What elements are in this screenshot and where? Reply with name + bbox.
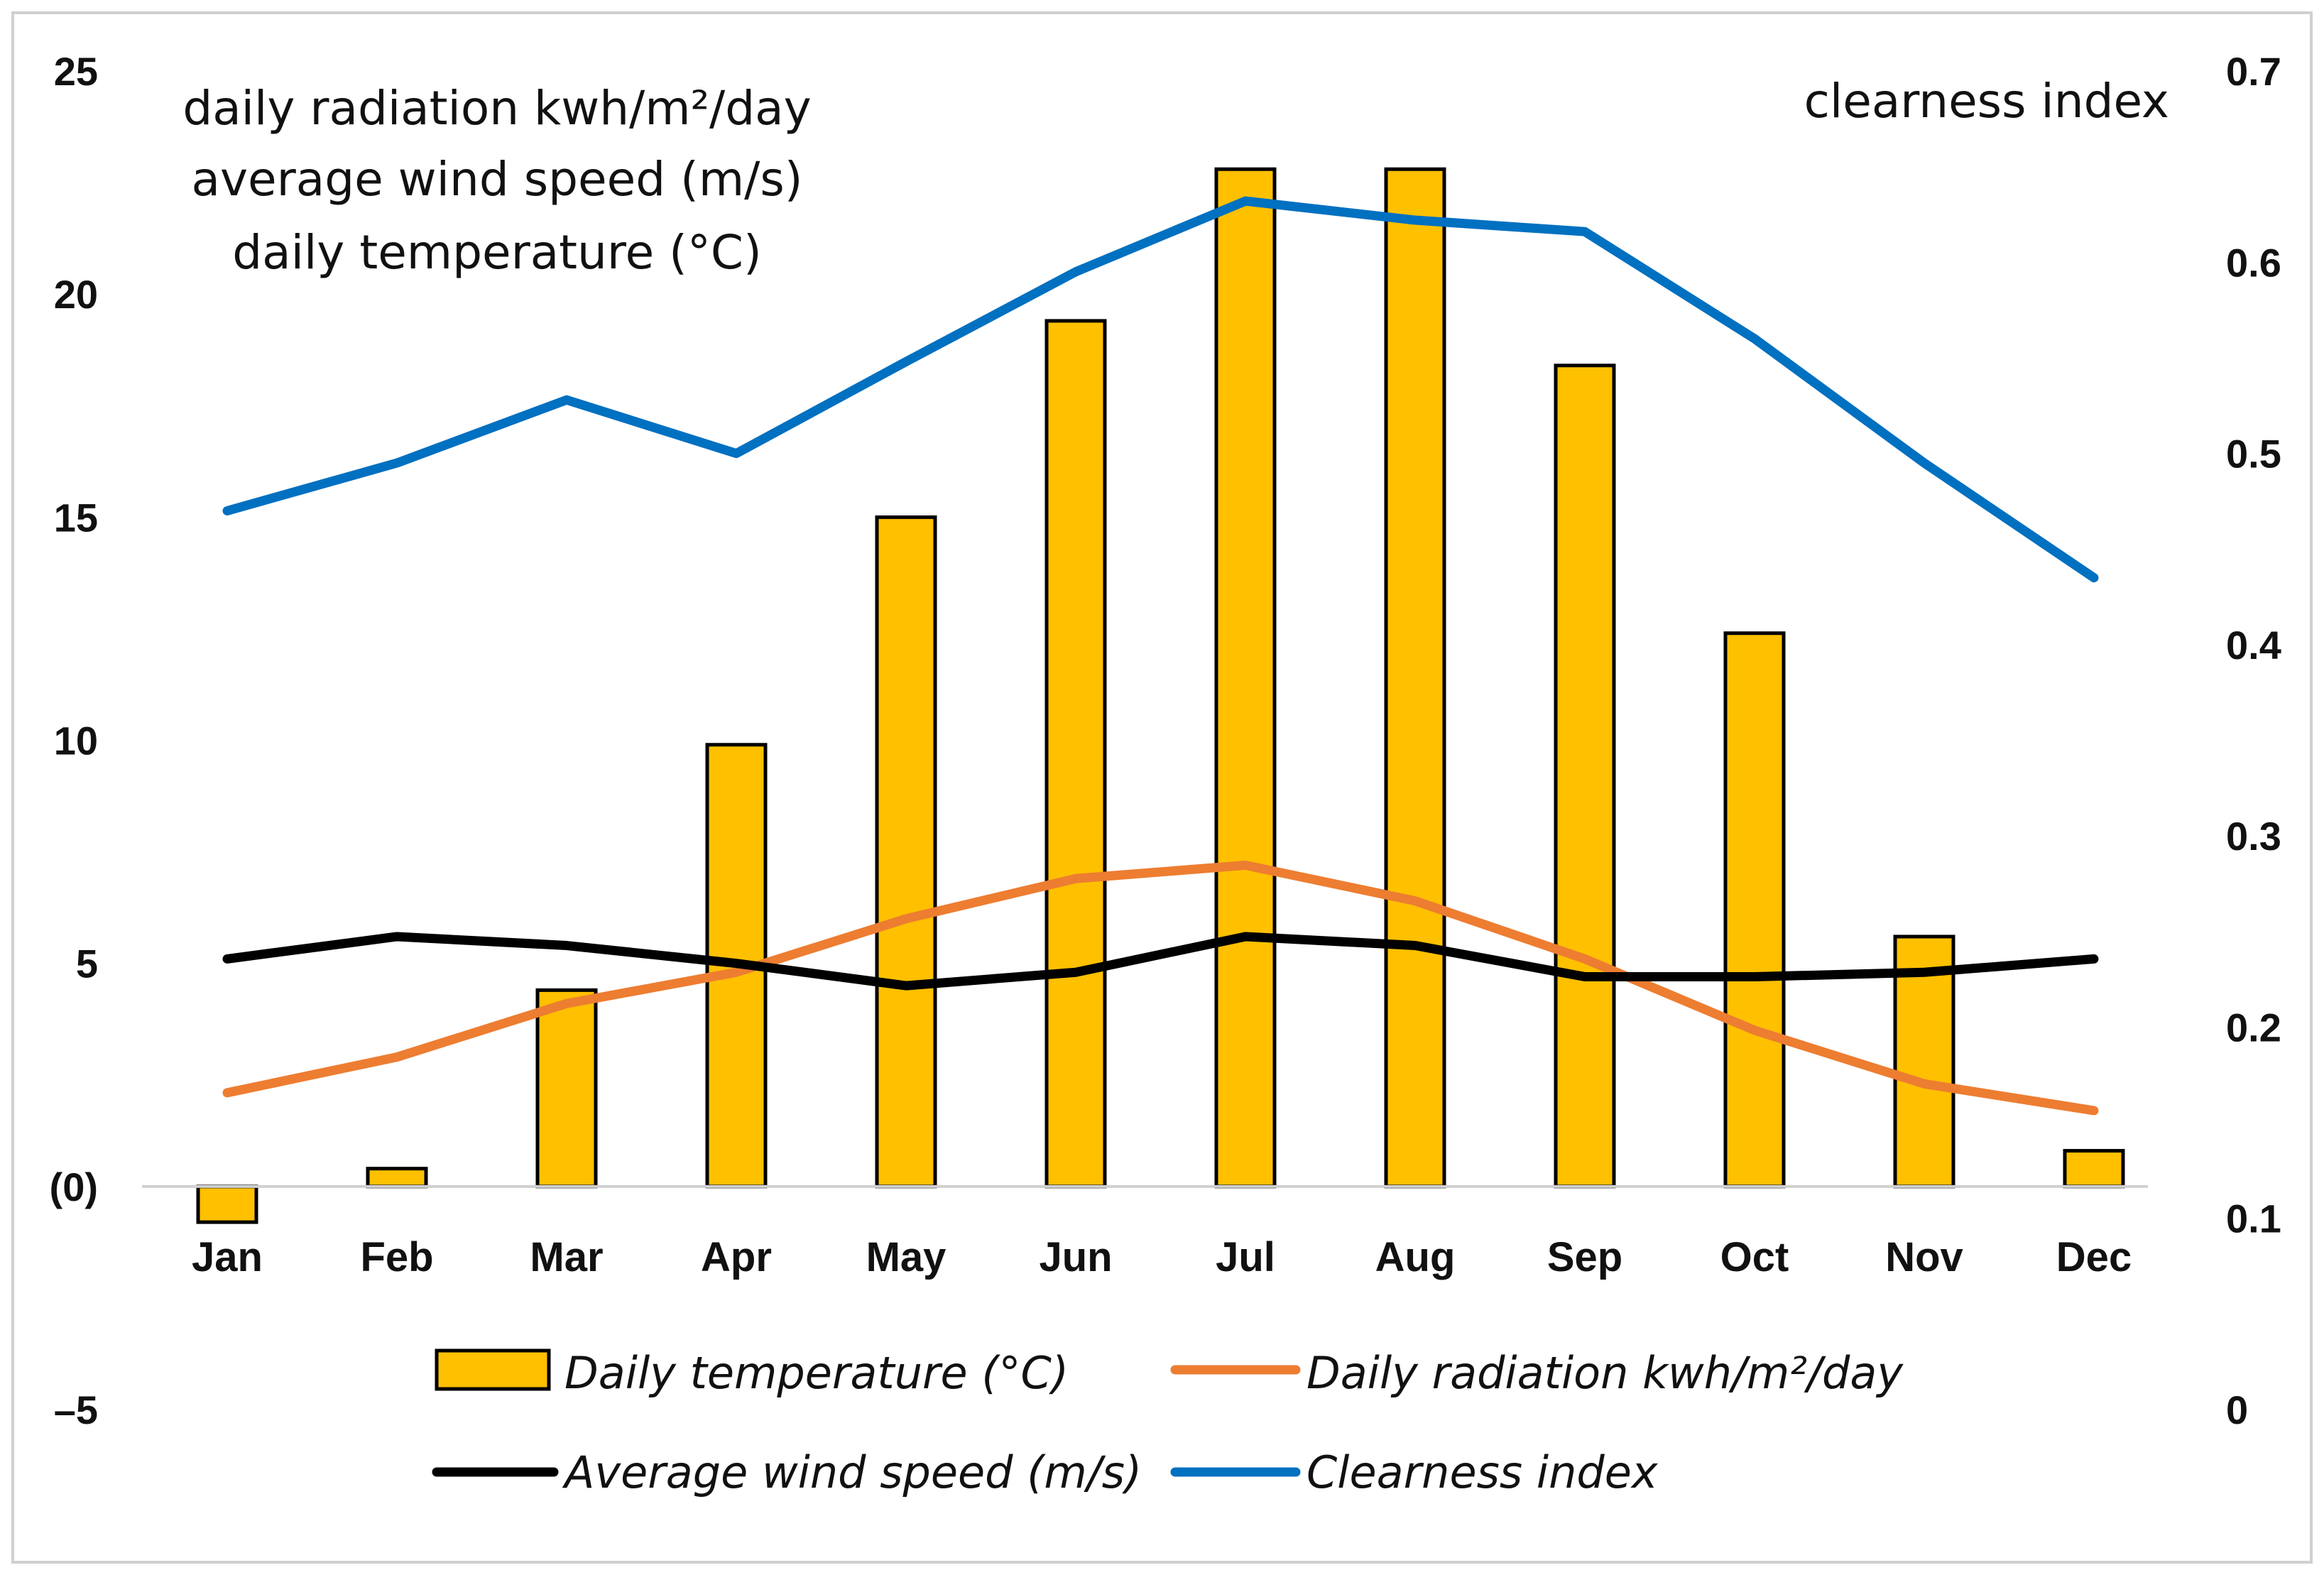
x-tick-label: Aug [1375, 1234, 1456, 1280]
x-tick-label: Oct [1720, 1234, 1789, 1280]
temperature-bar [1384, 167, 1446, 1189]
right-tick-label: 0.6 [2226, 240, 2281, 285]
x-tick-label: Jan [192, 1234, 263, 1280]
x-tick-label: Apr [701, 1234, 772, 1280]
left-axis-title-line-2: average wind speed (m/s) [192, 152, 803, 207]
x-tick-label: Jun [1039, 1234, 1112, 1280]
x-tick-label: May [866, 1234, 946, 1280]
temperature-bar [535, 988, 598, 1189]
temperature-bar [1893, 934, 1955, 1189]
left-tick-label: –5 [54, 1388, 98, 1432]
temperature-bar [366, 1167, 428, 1189]
x-axis-category-labels: Jan Feb Mar Apr May Jun Jul Aug Sep Oct Nov Dec [192, 1234, 2132, 1280]
chart-border [11, 11, 2313, 1564]
temperature-bar [2063, 1149, 2125, 1189]
legend-label-temperature: Daily temperature (°C) [564, 1347, 1069, 1399]
left-tick-label: (0) [50, 1165, 98, 1209]
left-axis-ticks: 25 20 15 10 5 (0) –5 [50, 49, 98, 1432]
x-tick-label: Dec [2056, 1234, 2132, 1280]
left-tick-label: 15 [54, 495, 98, 540]
x-tick-label: Sep [1547, 1234, 1622, 1280]
x-tick-label: Jul [1216, 1234, 1275, 1280]
right-tick-label: 0.1 [2226, 1197, 2281, 1241]
right-axis-title: clearness index [1804, 74, 2169, 129]
temperature-bar [1214, 167, 1277, 1189]
left-axis-title-line-3: daily temperature (°C) [232, 225, 761, 280]
legend-label-clearness: Clearness index [1306, 1446, 1659, 1498]
legend: Daily temperature (°C) Daily radiation k… [432, 1347, 1904, 1498]
right-tick-label: 0 [2226, 1388, 2248, 1432]
temperature-bars [196, 167, 2125, 1224]
wind-speed-line [222, 932, 2099, 991]
clearness-index-line [222, 196, 2099, 583]
left-tick-label: 10 [54, 719, 98, 763]
left-tick-label: 5 [76, 942, 98, 986]
right-tick-label: 0.3 [2226, 814, 2281, 859]
right-tick-label: 0.2 [2226, 1005, 2281, 1050]
radiation-line [222, 860, 2099, 1116]
line-series [222, 196, 2099, 1116]
x-tick-label: Feb [360, 1234, 433, 1280]
right-tick-label: 0.7 [2226, 49, 2281, 94]
legend-swatch-temperature [435, 1348, 551, 1391]
right-axis-ticks: 0.7 0.6 0.5 0.4 0.3 0.2 0.1 0 [2226, 49, 2281, 1432]
temperature-bar [196, 1184, 258, 1224]
left-tick-label: 20 [54, 272, 98, 317]
x-tick-label: Mar [530, 1234, 603, 1280]
temperature-bar [1554, 364, 1616, 1189]
legend-label-radiation: Daily radiation kwh/m²/day [1306, 1347, 1904, 1399]
left-tick-label: 25 [54, 49, 98, 94]
x-tick-label: Nov [1885, 1234, 1963, 1280]
right-tick-label: 0.5 [2226, 432, 2281, 476]
right-tick-label: 0.4 [2226, 623, 2281, 667]
temperature-bar [875, 515, 937, 1189]
legend-label-wind: Average wind speed (m/s) [562, 1446, 1142, 1498]
temperature-bar [1723, 631, 1786, 1189]
temperature-bar [1044, 319, 1107, 1189]
left-axis-title-line-1: daily radiation kwh/m²/day [182, 81, 811, 136]
